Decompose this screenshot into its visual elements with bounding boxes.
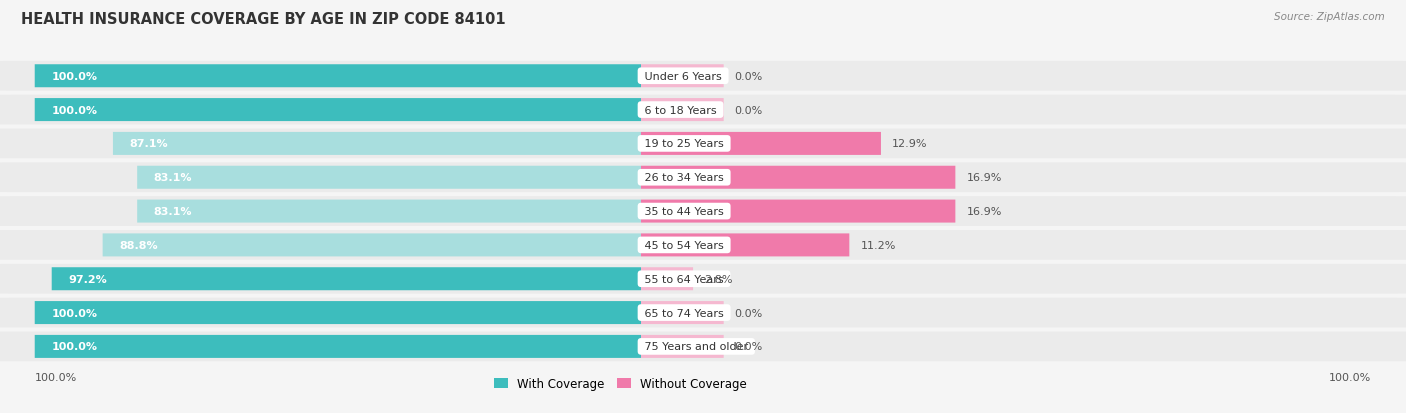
FancyBboxPatch shape	[35, 65, 641, 88]
Text: 55 to 64 Years: 55 to 64 Years	[641, 274, 727, 284]
Text: 65 to 74 Years: 65 to 74 Years	[641, 308, 727, 318]
FancyBboxPatch shape	[0, 298, 1406, 328]
Text: Source: ZipAtlas.com: Source: ZipAtlas.com	[1274, 12, 1385, 22]
Text: 16.9%: 16.9%	[966, 206, 1001, 216]
FancyBboxPatch shape	[641, 301, 724, 324]
FancyBboxPatch shape	[641, 335, 724, 358]
Text: 11.2%: 11.2%	[860, 240, 896, 250]
Text: 0.0%: 0.0%	[735, 71, 763, 81]
Text: Under 6 Years: Under 6 Years	[641, 71, 725, 81]
Text: 100.0%: 100.0%	[51, 342, 97, 351]
FancyBboxPatch shape	[0, 197, 1406, 226]
FancyBboxPatch shape	[35, 99, 641, 122]
Text: 100.0%: 100.0%	[1329, 372, 1371, 382]
Text: 16.9%: 16.9%	[966, 173, 1001, 183]
FancyBboxPatch shape	[641, 133, 882, 156]
FancyBboxPatch shape	[0, 163, 1406, 192]
FancyBboxPatch shape	[0, 129, 1406, 159]
Text: 88.8%: 88.8%	[120, 240, 157, 250]
Text: 83.1%: 83.1%	[153, 173, 193, 183]
FancyBboxPatch shape	[138, 200, 641, 223]
FancyBboxPatch shape	[0, 332, 1406, 361]
Text: 26 to 34 Years: 26 to 34 Years	[641, 173, 727, 183]
Text: 2.8%: 2.8%	[704, 274, 733, 284]
Text: 100.0%: 100.0%	[51, 105, 97, 115]
FancyBboxPatch shape	[35, 301, 641, 324]
Text: 12.9%: 12.9%	[891, 139, 928, 149]
Text: 75 Years and older: 75 Years and older	[641, 342, 752, 351]
FancyBboxPatch shape	[641, 234, 849, 257]
FancyBboxPatch shape	[112, 133, 641, 156]
Text: 97.2%: 97.2%	[69, 274, 107, 284]
Text: HEALTH INSURANCE COVERAGE BY AGE IN ZIP CODE 84101: HEALTH INSURANCE COVERAGE BY AGE IN ZIP …	[21, 12, 506, 27]
Text: 6 to 18 Years: 6 to 18 Years	[641, 105, 720, 115]
FancyBboxPatch shape	[103, 234, 641, 257]
Text: 100.0%: 100.0%	[35, 372, 77, 382]
Text: 100.0%: 100.0%	[51, 71, 97, 81]
FancyBboxPatch shape	[52, 268, 641, 290]
Text: 87.1%: 87.1%	[129, 139, 169, 149]
Text: 35 to 44 Years: 35 to 44 Years	[641, 206, 727, 216]
FancyBboxPatch shape	[0, 95, 1406, 125]
FancyBboxPatch shape	[641, 99, 724, 122]
FancyBboxPatch shape	[138, 166, 641, 189]
FancyBboxPatch shape	[641, 65, 724, 88]
FancyBboxPatch shape	[0, 264, 1406, 294]
FancyBboxPatch shape	[0, 62, 1406, 91]
Text: 0.0%: 0.0%	[735, 105, 763, 115]
Text: 100.0%: 100.0%	[51, 308, 97, 318]
Text: 0.0%: 0.0%	[735, 342, 763, 351]
FancyBboxPatch shape	[35, 335, 641, 358]
FancyBboxPatch shape	[641, 268, 693, 290]
FancyBboxPatch shape	[0, 230, 1406, 260]
Text: 45 to 54 Years: 45 to 54 Years	[641, 240, 727, 250]
Text: 19 to 25 Years: 19 to 25 Years	[641, 139, 727, 149]
FancyBboxPatch shape	[641, 200, 955, 223]
Legend: With Coverage, Without Coverage: With Coverage, Without Coverage	[489, 373, 752, 395]
Text: 0.0%: 0.0%	[735, 308, 763, 318]
FancyBboxPatch shape	[641, 166, 955, 189]
Text: 83.1%: 83.1%	[153, 206, 193, 216]
